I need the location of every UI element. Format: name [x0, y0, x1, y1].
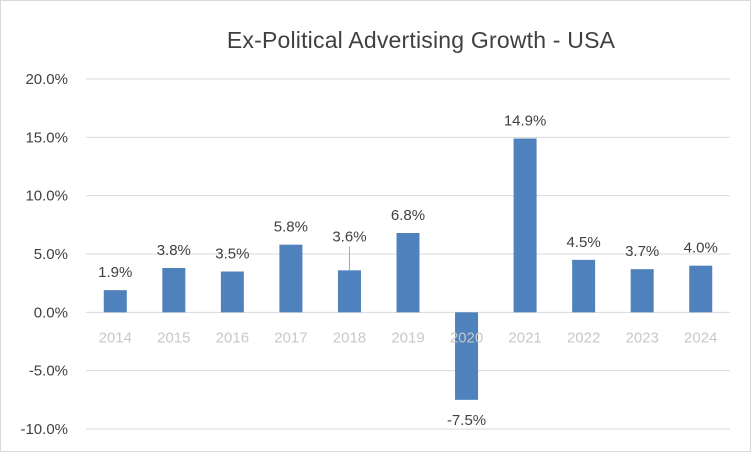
data-label: 3.5% [215, 246, 249, 263]
x-tick-label: 2017 [274, 329, 307, 346]
bar-2016 [220, 271, 244, 313]
y-tick-label: 15.0% [25, 129, 68, 146]
gridlines [86, 78, 730, 430]
bar-2022 [572, 259, 596, 313]
y-axis-ticks: 20.0% 15.0% 10.0% 5.0% 0.0% -5.0% -10.0% [20, 71, 68, 438]
data-label: 14.9% [504, 113, 547, 130]
bar-2014 [103, 290, 127, 313]
y-tick-label: 20.0% [25, 71, 68, 88]
x-tick-label: 2021 [508, 329, 541, 346]
data-label: 3.8% [157, 242, 191, 259]
data-label: 4.5% [567, 234, 601, 251]
data-label: 3.6% [332, 228, 366, 245]
bars [103, 138, 713, 400]
x-tick-label: 2022 [567, 329, 600, 346]
data-label: 1.9% [98, 264, 132, 281]
y-tick-label: -5.0% [29, 363, 68, 380]
data-label: 4.0% [684, 240, 718, 257]
chart-title: Ex-Political Advertising Growth - USA [226, 27, 616, 53]
x-tick-label: 2019 [391, 329, 424, 346]
bar-2015 [162, 268, 186, 313]
x-tick-label: 2018 [333, 329, 366, 346]
y-tick-label: 10.0% [25, 188, 68, 205]
bar-2019 [396, 233, 420, 313]
bar-2018 [337, 270, 361, 313]
x-tick-label: 2015 [157, 329, 190, 346]
x-axis-ticks: 2014 2015 2016 2017 2018 2019 2020 2021 2022 2023… [99, 329, 718, 346]
y-tick-label: 0.0% [34, 304, 68, 321]
x-tick-label: 2014 [99, 329, 132, 346]
y-tick-label: -10.0% [20, 421, 68, 438]
x-tick-label: 2024 [684, 329, 717, 346]
bar-2017 [279, 244, 303, 313]
data-label: -7.5% [447, 412, 486, 429]
bar-2020 [455, 312, 479, 400]
x-tick-label: 2020 [450, 329, 483, 346]
x-tick-label: 2016 [216, 329, 249, 346]
bar-2023 [630, 269, 654, 313]
bar-2024 [689, 265, 713, 313]
data-label: 3.7% [625, 243, 659, 260]
y-tick-label: 5.0% [34, 246, 68, 263]
x-tick-label: 2023 [625, 329, 658, 346]
data-label: 5.8% [274, 219, 308, 236]
data-label: 6.8% [391, 207, 425, 224]
bar-2021 [513, 138, 537, 313]
data-labels: 1.9% 3.8% 3.5% 5.8% 3.6% 6.8% -7.5% 14.9% 4.5% 3.… [98, 113, 718, 429]
